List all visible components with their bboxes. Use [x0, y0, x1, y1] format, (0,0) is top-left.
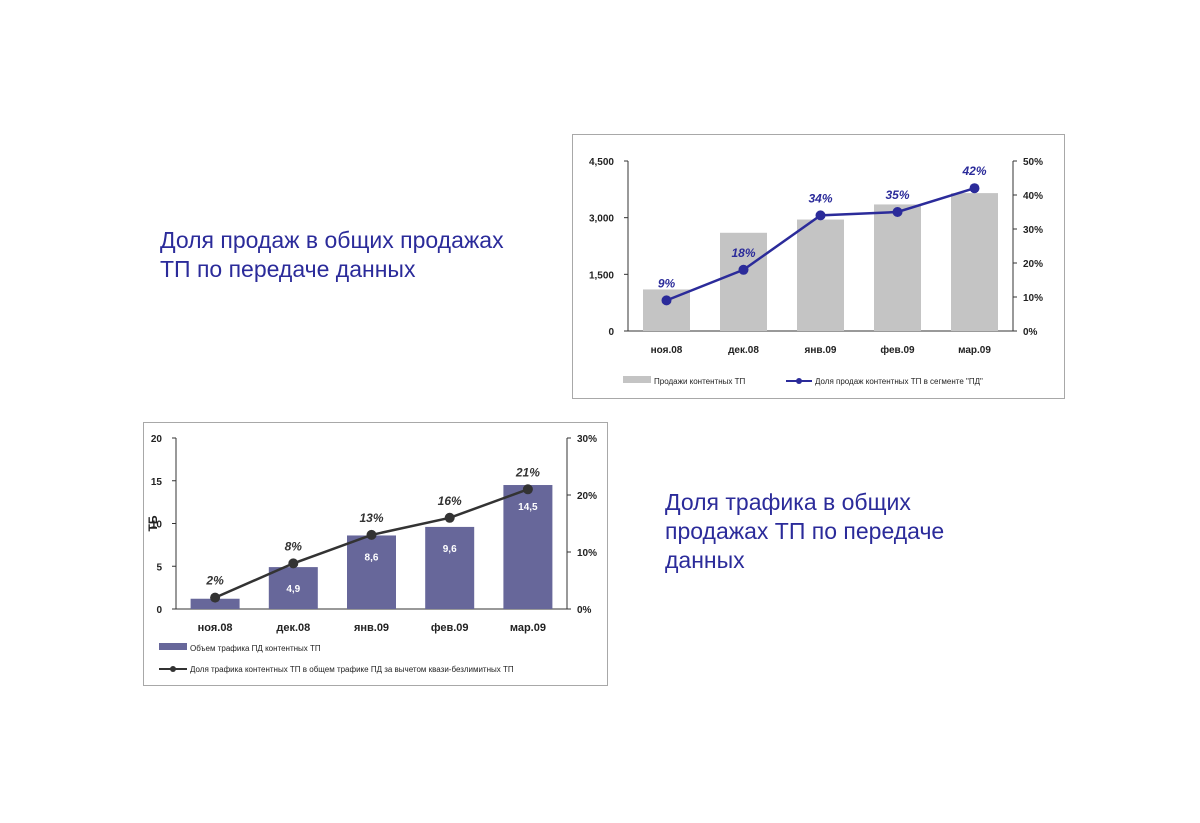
line-value-label: 18% — [731, 246, 755, 260]
chart-panel-traffic: 0 5 10 15 20 0% 10% 20% 30% 4,9 8,6 9,6 14,5 ноя.08 де… — [143, 422, 608, 686]
line-point — [366, 529, 377, 540]
x-category-label: янв.09 — [805, 345, 837, 356]
legend-swatch-point — [170, 666, 176, 672]
bar — [425, 526, 475, 609]
traffic-chart: 0 5 10 15 20 0% 10% 20% 30% 4,9 8,6 9,6 14,5 ноя.08 де… — [146, 434, 597, 674]
line-value-label: 42% — [961, 164, 986, 178]
bar — [874, 204, 921, 331]
legend-label: Продажи контентных ТП — [654, 377, 745, 386]
line-value-label: 21% — [515, 465, 540, 479]
caption-sales-share: Доля продаж в общих продажах ТП по перед… — [160, 227, 504, 282]
y-right-tick-label: 20% — [1023, 259, 1043, 270]
line-point — [661, 295, 672, 306]
y-left-tick-label: 15 — [151, 477, 163, 488]
legend-swatch-bar — [159, 643, 187, 650]
y-left-tick-label: 4,500 — [589, 157, 614, 168]
legend-label: Доля продаж контентных ТП в сегменте "ПД… — [815, 377, 983, 386]
bar-value-label: 8,6 — [365, 552, 379, 563]
chart-panel-sales: 0 1,500 3,000 4,500 0% 10% 20% 30% 40% 50% ноя.08 д… — [572, 134, 1065, 399]
sales-chart: 0 1,500 3,000 4,500 0% 10% 20% 30% 40% 50% ноя.08 д… — [589, 157, 1043, 386]
y-right-tick-label: 0% — [577, 605, 592, 616]
x-category-label: фев.09 — [880, 344, 915, 356]
y-left-tick-label: 3,000 — [589, 214, 614, 225]
bar-value-label: 9,6 — [443, 544, 457, 555]
bar — [503, 485, 553, 609]
y-right-tick-label: 30% — [1023, 225, 1043, 236]
line-point — [444, 512, 455, 523]
line-value-label: 8% — [285, 539, 303, 553]
line-point — [815, 210, 826, 221]
line-value-label: 35% — [885, 188, 909, 202]
bar — [190, 598, 240, 609]
x-category-label: ноя.08 — [651, 345, 683, 356]
caption-traffic-share: Доля трафика в общих продажах ТП по пере… — [665, 489, 945, 573]
bar — [347, 535, 396, 609]
y-left-tick-label: 0 — [608, 327, 614, 338]
y-right-tick-label: 0% — [1023, 327, 1038, 338]
line-point — [969, 183, 980, 194]
y-left-tick-label: 5 — [156, 562, 162, 573]
line-point — [522, 484, 533, 495]
y-left-tick-label: 20 — [151, 434, 163, 445]
x-category-label: дек.08 — [276, 622, 310, 634]
bar — [951, 193, 998, 331]
bar — [268, 567, 318, 609]
y-right-tick-label: 10% — [1023, 293, 1043, 304]
y-right-tick-label: 40% — [1023, 191, 1043, 202]
line-value-label: 34% — [808, 191, 832, 205]
legend-label: Объем трафика ПД контентных ТП — [190, 644, 321, 653]
y-right-tick-label: 10% — [577, 548, 597, 559]
x-category-label: янв.09 — [354, 622, 389, 634]
x-category-label: дек.08 — [728, 345, 759, 356]
y-right-tick-label: 50% — [1023, 157, 1043, 168]
line-point — [288, 558, 299, 569]
legend-label: Доля трафика контентных ТП в общем трафи… — [190, 665, 514, 674]
line-value-label: 9% — [658, 276, 676, 290]
y-right-tick-label: 30% — [577, 434, 597, 445]
bar-value-label: 14,5 — [518, 502, 538, 513]
x-category-label: ноя.08 — [198, 622, 233, 634]
line-value-label: 16% — [438, 494, 462, 508]
y-left-tick-label: 0 — [156, 605, 162, 616]
y-right-tick-label: 20% — [577, 491, 597, 502]
bar — [797, 219, 844, 331]
line-value-label: 2% — [205, 574, 224, 588]
y-axis-title: ТБ — [146, 515, 160, 531]
y-left-tick-label: 1,500 — [589, 270, 614, 281]
line-point — [892, 207, 903, 217]
x-category-label: мар.09 — [958, 345, 991, 356]
legend-swatch-point — [796, 378, 802, 384]
x-category-label: мар.09 — [510, 622, 546, 634]
line-point — [738, 264, 749, 275]
y-left-tick-label: 10 — [151, 520, 163, 531]
line-point — [210, 592, 221, 603]
bar-value-label: 4,9 — [286, 584, 300, 595]
bar — [720, 232, 767, 331]
line-value-label: 13% — [359, 511, 383, 525]
x-category-label: фев.09 — [431, 622, 469, 634]
legend-swatch-bar — [623, 376, 651, 383]
